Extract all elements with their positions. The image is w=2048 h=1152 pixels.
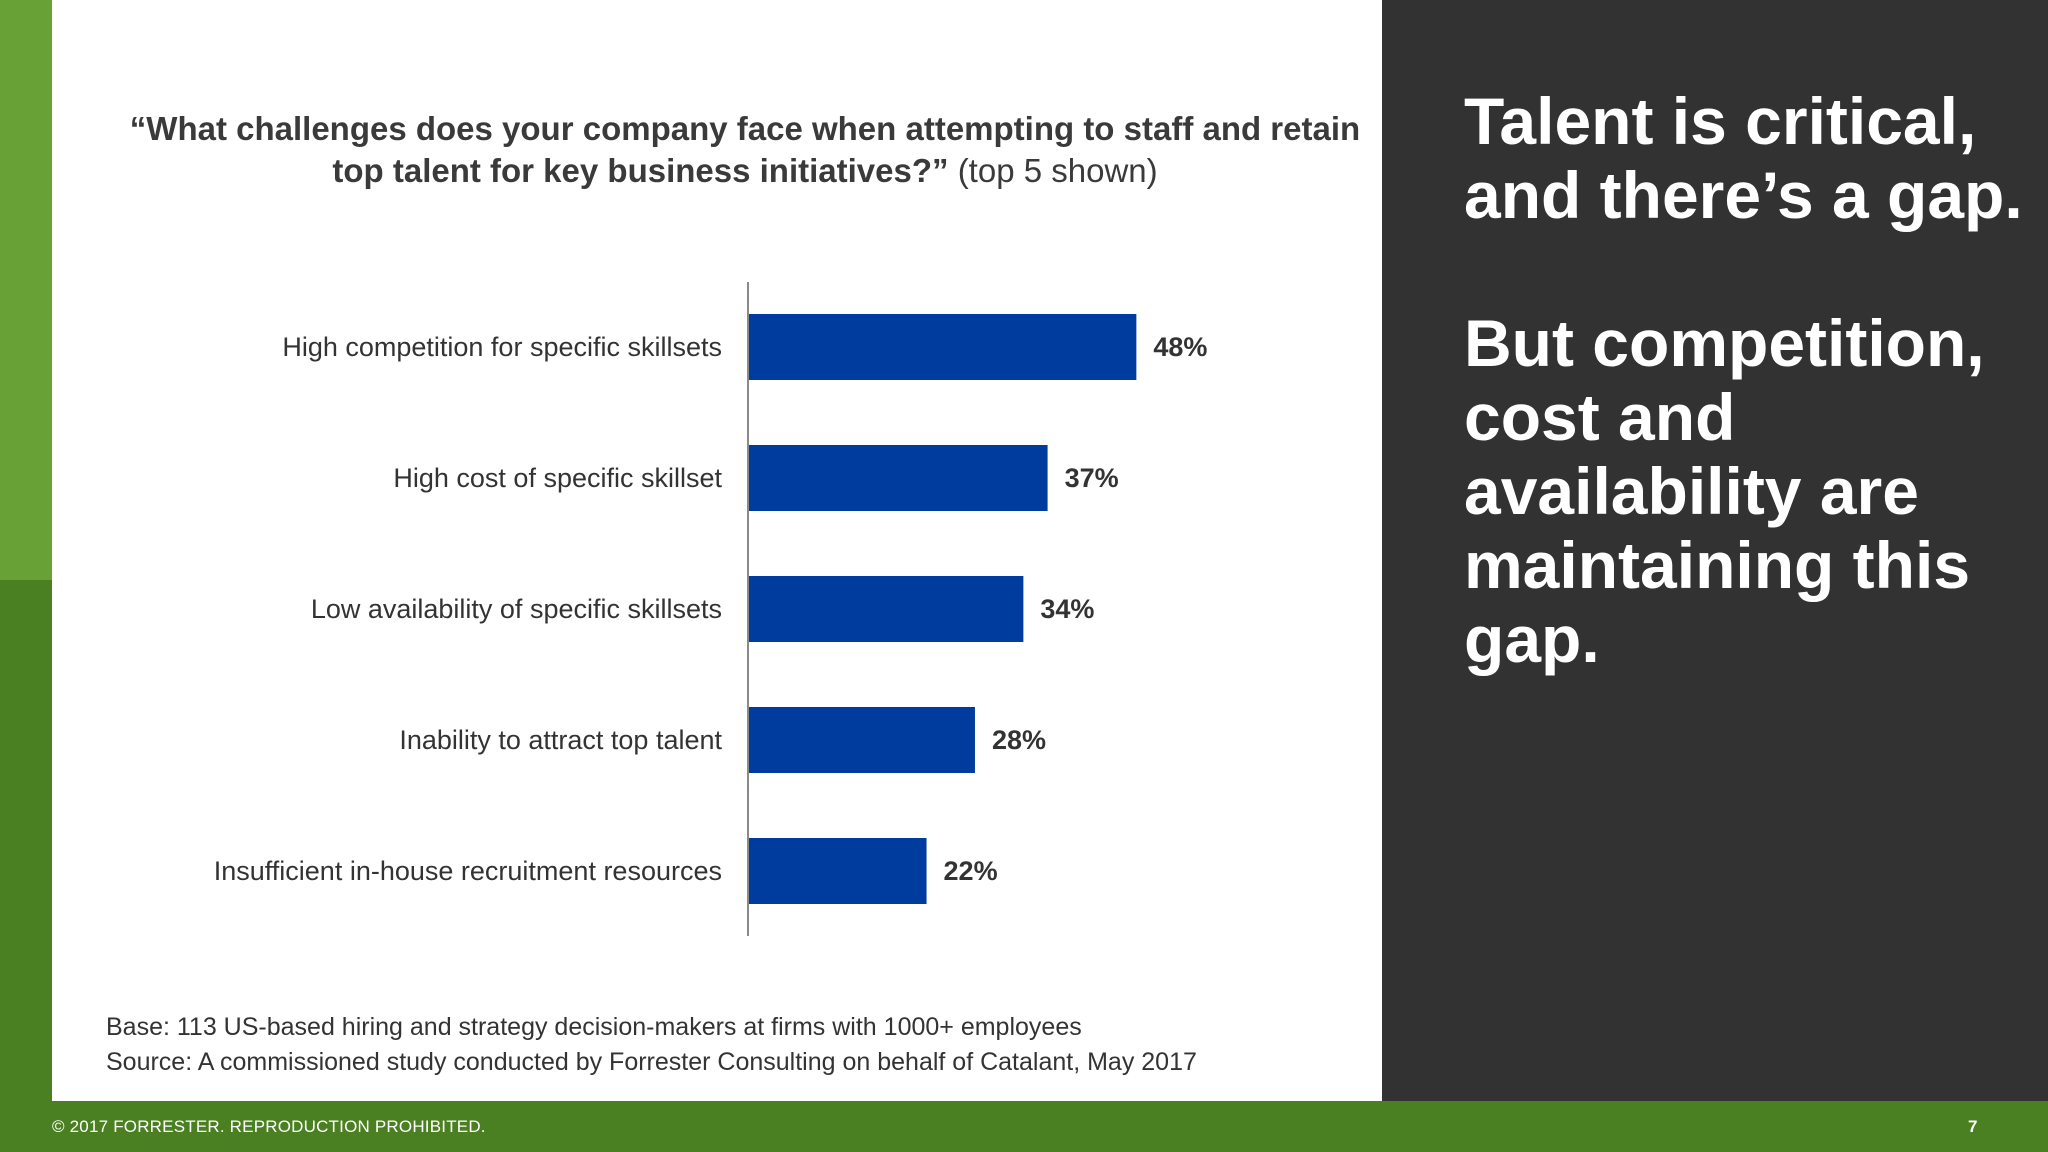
bar-3 <box>749 707 975 773</box>
chart-question: “What challenges does your company face … <box>120 108 1370 192</box>
category-label-4: Insufficient in-house recruitment resour… <box>214 856 722 886</box>
bar-4 <box>749 838 927 904</box>
value-label-4: 22% <box>944 856 998 886</box>
value-label-3: 28% <box>992 725 1046 755</box>
copyright-notice: © 2017 FORRESTER. REPRODUCTION PROHIBITE… <box>52 1117 486 1136</box>
takeaway-text: Talent is critical, and there’s a gap. B… <box>1464 84 2024 676</box>
category-label-0: High competition for specific skillsets <box>282 332 722 362</box>
source-note: Source: A commissioned study conducted b… <box>106 1048 1197 1076</box>
bar-2 <box>749 576 1024 642</box>
footer-bar <box>0 1101 2048 1152</box>
base-note: Base: 113 US-based hiring and strategy d… <box>106 1013 1082 1041</box>
value-label-2: 34% <box>1040 594 1094 624</box>
bar-0 <box>749 314 1137 380</box>
takeaway-headline: Talent is critical, and there’s a gap. <box>1464 84 2023 232</box>
value-label-1: 37% <box>1065 463 1119 493</box>
takeaway-body: But competition, cost and availability a… <box>1464 306 1985 676</box>
category-label-3: Inability to attract top talent <box>399 725 722 755</box>
chart-notes: Base: 113 US-based hiring and strategy d… <box>106 1010 1197 1080</box>
page-number: 7 <box>1968 1117 1978 1136</box>
left-strip-diagonal <box>0 540 52 580</box>
content-panel <box>52 0 1382 1101</box>
bar-1 <box>749 445 1048 511</box>
question-qualifier: (top 5 shown) <box>957 152 1158 189</box>
category-label-2: Low availability of specific skillsets <box>311 594 722 624</box>
takeaway-panel <box>1382 0 2048 1101</box>
question-text: “What challenges does your company face … <box>129 110 1361 189</box>
value-label-0: 48% <box>1153 332 1207 362</box>
category-label-1: High cost of specific skillset <box>393 463 722 493</box>
left-green-strip <box>0 0 52 1101</box>
left-strip-light-band <box>0 0 52 580</box>
